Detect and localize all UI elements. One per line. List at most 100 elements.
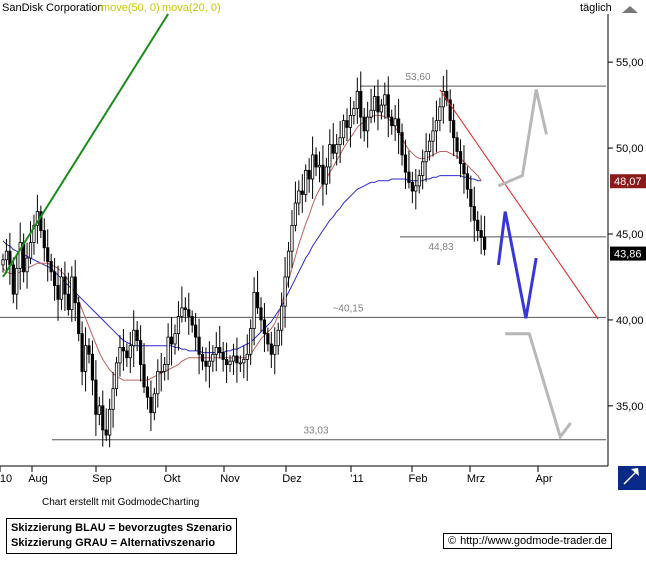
x-tick-label: Sep bbox=[92, 473, 112, 485]
candle-body bbox=[46, 247, 50, 262]
interval-label: täglich bbox=[580, 2, 612, 14]
candle-body bbox=[238, 362, 242, 365]
candle-body bbox=[166, 336, 170, 366]
candle-body bbox=[138, 340, 143, 366]
candle-body bbox=[15, 267, 19, 295]
candle-body bbox=[135, 329, 139, 341]
y-tick-label: 55,00 bbox=[616, 57, 644, 69]
candle-body bbox=[214, 347, 218, 355]
stock-chart: SanDisk Corporation move(50, 0) mova(20,… bbox=[0, 0, 646, 490]
candle-body bbox=[80, 333, 84, 372]
green-uptrend-line bbox=[2, 13, 169, 278]
candle-body bbox=[376, 96, 380, 113]
candle-body bbox=[255, 292, 260, 309]
candle-body bbox=[114, 362, 119, 390]
candle-body bbox=[187, 309, 191, 317]
candle-body bbox=[341, 120, 346, 139]
price-tags: 48,07 43,86 bbox=[610, 174, 646, 261]
candle-body bbox=[410, 182, 414, 192]
candle-body bbox=[149, 396, 153, 414]
candle-body bbox=[49, 261, 53, 273]
y-tick-label: 45,00 bbox=[616, 229, 644, 241]
candle-body bbox=[152, 393, 156, 414]
horizontal-levels: 53,60 44,83 ~40,15 33,03 bbox=[0, 72, 606, 441]
gray-alternative-up-sketch bbox=[497, 89, 548, 188]
candle-body bbox=[145, 386, 150, 398]
copyright-icon: © bbox=[448, 535, 457, 547]
candle-body bbox=[32, 224, 36, 243]
price-tag-label: 48,07 bbox=[614, 176, 642, 188]
candle-body bbox=[328, 144, 332, 168]
y-tick-label: 50,00 bbox=[616, 143, 644, 155]
candle-body bbox=[414, 185, 418, 192]
x-tick-label: Feb bbox=[409, 473, 428, 485]
candle-body bbox=[317, 164, 322, 168]
candle-body bbox=[183, 307, 187, 311]
x-tick-label: Mrz bbox=[467, 473, 485, 485]
candle-body bbox=[156, 371, 160, 395]
price-tag-box bbox=[610, 174, 646, 189]
candle-body bbox=[118, 347, 122, 364]
candle-body bbox=[28, 242, 33, 259]
candle-body bbox=[465, 173, 470, 190]
candle-body bbox=[180, 307, 184, 317]
ma20-legend: mova(20, 0) bbox=[162, 2, 221, 14]
gray-alternative-down-sketch bbox=[505, 332, 572, 441]
x-tick-label: Okt bbox=[163, 473, 180, 485]
candle-body bbox=[379, 104, 384, 113]
candle-body bbox=[431, 130, 435, 142]
candle-body bbox=[111, 388, 115, 410]
candle-body bbox=[469, 188, 473, 207]
trendlines bbox=[2, 13, 599, 320]
level-label: 44,83 bbox=[428, 242, 453, 253]
candle-body bbox=[338, 137, 342, 146]
candle-body bbox=[386, 94, 390, 118]
candle-body bbox=[18, 242, 22, 269]
candle-body bbox=[403, 154, 408, 173]
level-label: ~40,15 bbox=[333, 303, 364, 314]
candle-body bbox=[479, 230, 483, 238]
candle-body bbox=[280, 305, 284, 331]
candle-body bbox=[310, 154, 315, 180]
candle-body bbox=[194, 324, 198, 338]
candle-body bbox=[63, 276, 67, 295]
candle-body bbox=[400, 132, 404, 156]
red-downtrend-line bbox=[439, 89, 599, 320]
candle-body bbox=[355, 90, 359, 109]
candle-body bbox=[249, 328, 253, 355]
candle-body bbox=[286, 250, 291, 278]
candle-body bbox=[362, 116, 366, 132]
candle-body bbox=[427, 140, 432, 152]
candle-body bbox=[314, 154, 318, 168]
source-url[interactable]: http://www.godmode-trader.de bbox=[460, 535, 607, 547]
candle-body bbox=[324, 166, 328, 185]
candle-body bbox=[482, 237, 487, 250]
candle-body bbox=[434, 120, 439, 132]
x-tick-label: 10 bbox=[0, 473, 12, 485]
candle-body bbox=[383, 94, 387, 106]
candle-body bbox=[276, 329, 280, 347]
candle-body bbox=[441, 90, 445, 108]
candle-body bbox=[56, 285, 60, 300]
candle-body bbox=[53, 271, 57, 286]
candle-body bbox=[132, 329, 136, 347]
scroll-up-icon[interactable] bbox=[616, 3, 644, 15]
candle-body bbox=[297, 190, 301, 204]
candle-body bbox=[169, 336, 174, 345]
candle-body bbox=[159, 371, 163, 373]
candle-body bbox=[352, 108, 356, 116]
candles bbox=[1, 69, 487, 448]
y-tick-label: 40,00 bbox=[616, 315, 644, 327]
candle-body bbox=[245, 353, 249, 360]
candle-body bbox=[25, 257, 29, 273]
candle-body bbox=[218, 347, 222, 353]
candle-body bbox=[331, 144, 335, 154]
zoom-corner-icon[interactable] bbox=[618, 466, 646, 490]
candle-body bbox=[77, 302, 81, 335]
candle-body bbox=[83, 345, 88, 372]
candle-body bbox=[262, 319, 267, 335]
source-link[interactable]: © http://www.godmode-trader.de bbox=[443, 533, 612, 549]
x-tick-label: '11 bbox=[350, 473, 364, 485]
x-tick-label: Apr bbox=[535, 473, 552, 485]
candle-body bbox=[476, 219, 480, 231]
